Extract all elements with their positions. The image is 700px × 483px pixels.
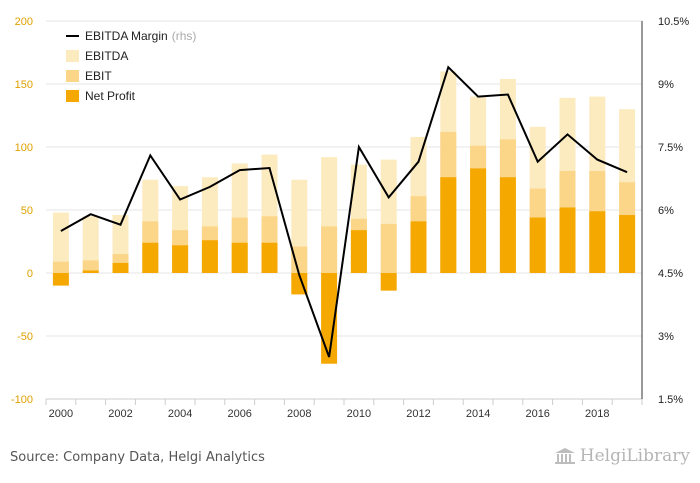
bar-net-profit — [350, 230, 367, 273]
bar-net-profit — [321, 273, 338, 364]
x-tick-label: 2014 — [466, 408, 490, 420]
bar-ebit — [321, 226, 338, 273]
legend-item-net-profit: Net Profit — [66, 89, 136, 103]
legend-item-ebitda-margin: EBITDA Margin (rhs) — [66, 29, 196, 43]
bar-ebit — [52, 261, 69, 273]
bar-net-profit — [619, 215, 636, 273]
x-tick-label: 2010 — [347, 408, 371, 420]
ebitda-margin-line — [60, 65, 628, 358]
y-tick-label: 150 — [15, 79, 33, 91]
y-tick-label: -100 — [11, 394, 33, 406]
x-tick-label: 2000 — [49, 408, 73, 420]
building-icon — [554, 447, 576, 465]
grid — [46, 20, 642, 400]
y-tick-label: -50 — [17, 331, 33, 343]
x-tick-label: 2006 — [227, 408, 251, 420]
bar-net-profit — [410, 221, 427, 273]
y2-tick-label: 3% — [658, 331, 674, 343]
y2-tick-label: 1.5% — [658, 394, 683, 406]
y2-tick-label: 7.5% — [658, 142, 683, 154]
bar-net-profit — [470, 168, 487, 273]
bar-net-profit — [172, 245, 189, 273]
x-tick-label: 2004 — [168, 408, 192, 420]
bar-net-profit — [559, 207, 576, 273]
bar-net-profit — [112, 262, 129, 273]
y2-tick-label: 9% — [658, 79, 674, 91]
legend-swatch — [66, 50, 79, 62]
bar-net-profit — [499, 177, 516, 273]
bar-net-profit — [201, 240, 218, 273]
y2-tick-label: 10.5% — [658, 16, 689, 28]
y-tick-label: 50 — [21, 205, 33, 217]
x-tick-label: 2002 — [108, 408, 132, 420]
bar-ebitda — [82, 216, 99, 273]
legend-label: EBIT — [85, 69, 112, 83]
y2-tick-label: 6% — [658, 205, 674, 217]
legend-label: Net Profit — [85, 89, 136, 103]
x-tick-label: 2008 — [287, 408, 311, 420]
bar-net-profit — [52, 273, 69, 286]
bar-net-profit — [529, 217, 546, 273]
margin-line — [60, 65, 628, 358]
legend-swatch — [66, 90, 79, 102]
bar-net-profit — [380, 273, 397, 291]
bars — [52, 71, 636, 364]
bar-net-profit — [589, 211, 606, 273]
y-tick-label: 0 — [27, 268, 33, 280]
x-tick-label: 2012 — [406, 408, 430, 420]
source-note: Source: Company Data, Helgi Analytics — [10, 450, 265, 465]
x-tick-label: 2018 — [585, 408, 609, 420]
legend-suffix: (rhs) — [172, 29, 197, 43]
chart: -100 -50 0 50 100 150 200 1.5% 3% 4.5% 6% 7.5% 9% 10.… — [11, 16, 689, 420]
bar-ebit — [380, 223, 397, 273]
bar-net-profit — [82, 270, 99, 273]
logo-text: HelgiLibrary — [579, 446, 690, 466]
bar-net-profit — [231, 242, 248, 273]
bar-net-profit — [440, 177, 457, 273]
legend: EBITDA Margin (rhs) EBITDA EBIT Net Profit — [66, 29, 196, 103]
bar-net-profit — [291, 273, 308, 295]
legend-item-ebit: EBIT — [66, 69, 112, 83]
legend-label: EBITDA Margin (rhs) — [85, 29, 196, 43]
legend-label: EBITDA — [85, 49, 128, 63]
bar-ebit — [82, 260, 99, 273]
helgi-logo: HelgiLibrary — [554, 446, 690, 466]
bar-net-profit — [142, 242, 159, 273]
x-tick-label: 2016 — [525, 408, 549, 420]
y-tick-label: 100 — [15, 142, 33, 154]
bar-net-profit — [261, 242, 278, 273]
bar-ebit — [291, 246, 308, 273]
legend-item-ebitda: EBITDA — [66, 49, 128, 63]
y-tick-label: 200 — [15, 16, 33, 28]
y2-tick-label: 4.5% — [658, 268, 683, 280]
legend-swatch — [66, 70, 79, 82]
axes: -100 -50 0 50 100 150 200 1.5% 3% 4.5% 6% 7.5% 9% 10.… — [11, 16, 689, 420]
